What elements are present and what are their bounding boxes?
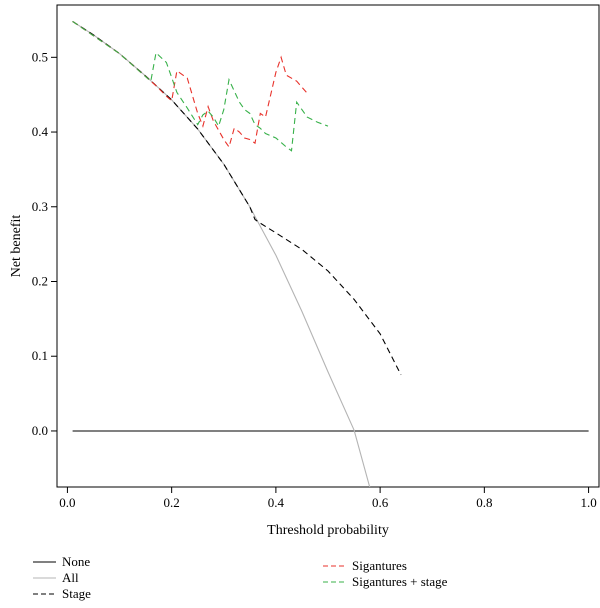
legend-label-none: None <box>62 554 90 569</box>
x-tick-label: 0.6 <box>372 495 389 510</box>
x-tick-label: 0.8 <box>476 495 492 510</box>
y-tick-label: 0.3 <box>32 199 48 214</box>
y-tick-label: 0.0 <box>32 423 48 438</box>
y-tick-label: 0.4 <box>32 124 49 139</box>
series-line-sigantures <box>72 20 308 149</box>
y-tick-label: 0.5 <box>32 49 48 64</box>
y-axis: 0.0 0.1 0.2 0.3 0.4 0.5 <box>32 49 57 438</box>
legend-label-all: All <box>62 570 79 585</box>
y-axis-label: Net benefit <box>9 215 24 278</box>
x-axis-label: Threshold probability <box>267 523 389 538</box>
x-axis: 0.0 0.2 0.4 0.6 0.8 1.0 <box>59 487 597 510</box>
legend-label-sigantures: Sigantures <box>352 558 407 573</box>
legend-label-sigantures-stage: Sigantures + stage <box>352 574 448 589</box>
y-tick-label: 0.2 <box>32 273 48 288</box>
x-tick-label: 0.4 <box>268 495 285 510</box>
y-tick-label: 0.1 <box>32 348 48 363</box>
x-tick-label: 0.2 <box>164 495 180 510</box>
plot-area <box>72 20 589 487</box>
series-line-stage <box>72 20 402 376</box>
plot-frame <box>56 4 600 488</box>
series-line-sigantures-stage <box>72 20 329 152</box>
series-line-all <box>72 20 371 487</box>
legend-label-stage: Stage <box>62 586 91 601</box>
x-tick-label: 1.0 <box>580 495 596 510</box>
x-tick-label: 0.0 <box>59 495 75 510</box>
